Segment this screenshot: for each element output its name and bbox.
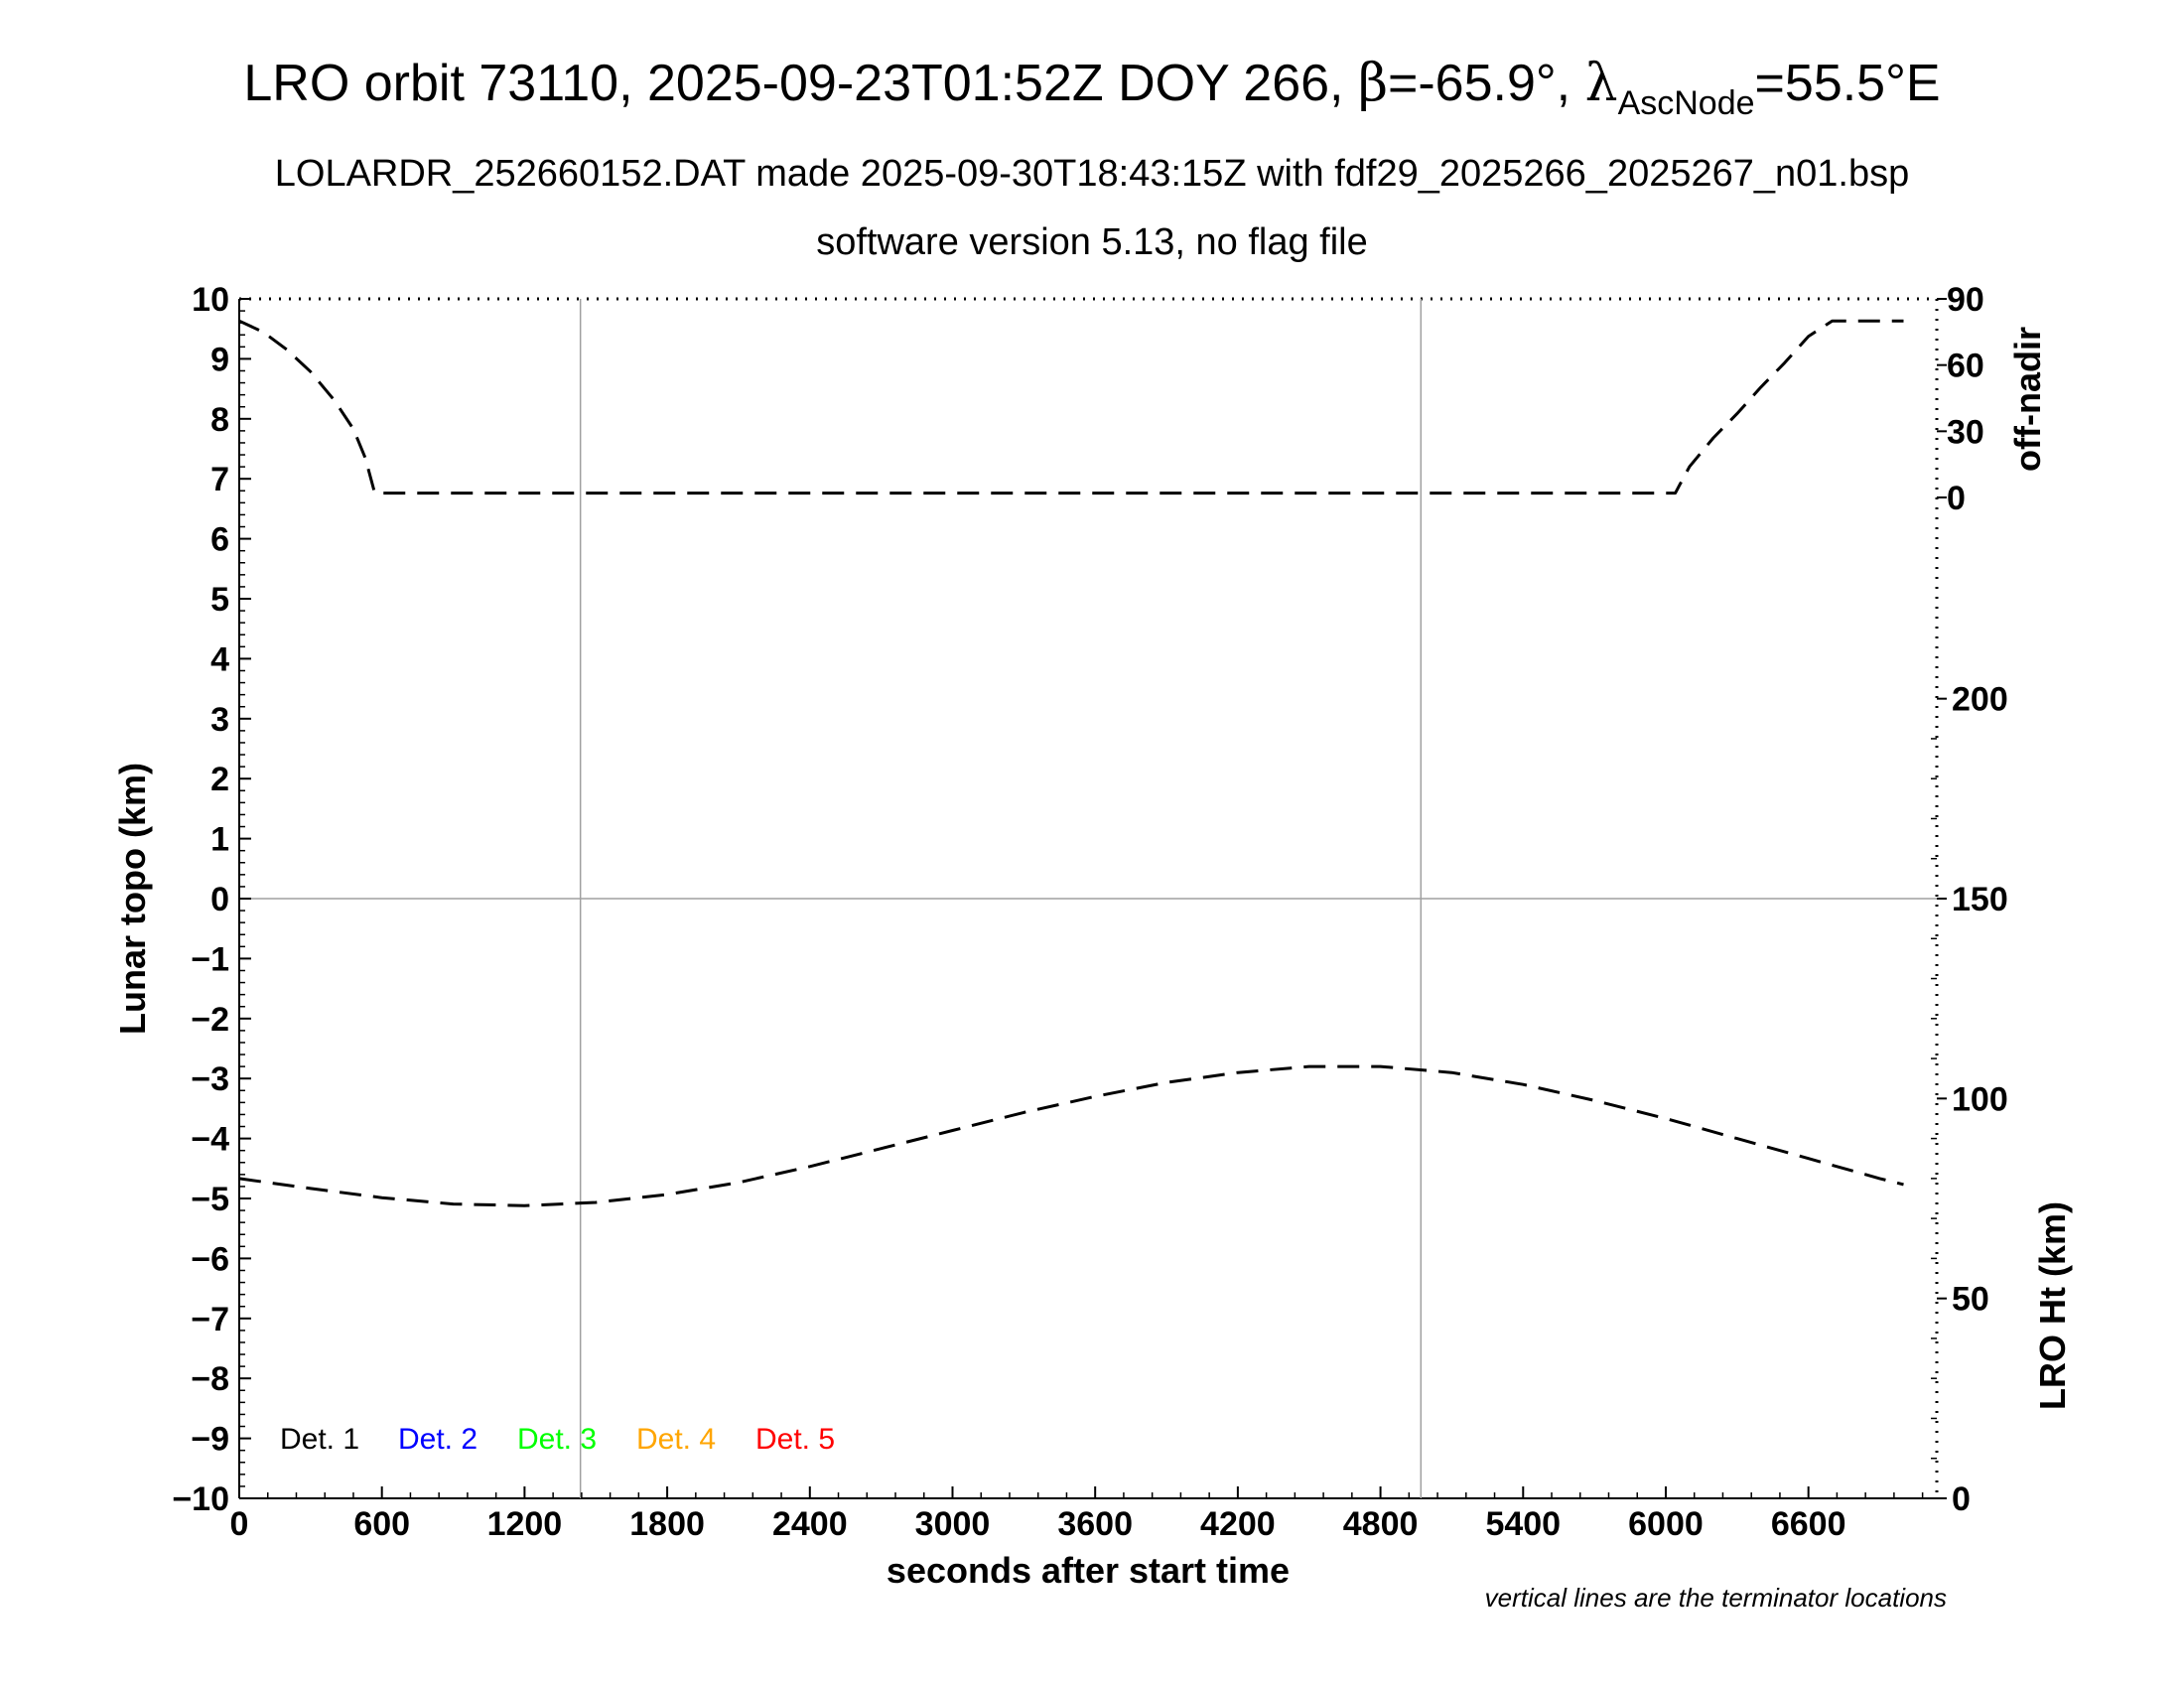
x-tick-label: 3000 [915,1505,991,1543]
lro-height-series-line [238,1064,1904,1207]
x-tick-label: 2400 [772,1505,848,1543]
gridlines [239,299,1937,1498]
y-left-tick-label: −3 [191,1060,229,1098]
y-axis-label-left: Lunar topo (km) [112,763,153,1035]
x-tick-label: 3600 [1057,1505,1133,1543]
y-left-tick-label: 9 [210,341,229,378]
x-tick-label: 600 [353,1505,410,1543]
y-left-tick-label: −9 [191,1421,229,1459]
y-left-tick-label: 3 [210,701,229,739]
legend: Det. 1 Det. 2 Det. 3 Det. 4 Det. 5 [280,1423,835,1456]
x-tick-label: 0 [230,1505,249,1543]
y-height-tick-label: 200 [1952,681,2008,719]
terminator-footnote: vertical lines are the terminator locati… [1485,1583,1947,1613]
chart-subtitle-file: LOLARDR_252660152.DAT made 2025-09-30T18… [275,153,1910,195]
y-left-tick-label: −8 [191,1360,229,1398]
x-tick-label: 4800 [1343,1505,1419,1543]
y-left-tick-label: −1 [191,940,229,978]
y-height-tick-label: 100 [1952,1080,2008,1118]
y-left-tick-label: 10 [192,281,229,319]
legend-det4: Det. 4 [636,1423,716,1456]
right-axis-ticks: 90 60 30 0 200 150 100 50 0 [1931,281,2008,1518]
y-offnadir-tick-label: 90 [1947,281,1984,319]
x-axis-label: seconds after start time [887,1550,1290,1591]
x-tick-label: 1800 [629,1505,705,1543]
y-height-tick-label: 150 [1952,881,2008,918]
legend-det1: Det. 1 [280,1423,359,1456]
y-offnadir-tick-label: 0 [1947,480,1966,517]
y-left-tick-label: −2 [191,1001,229,1039]
chart-subtitle-version: software version 5.13, no flag file [816,221,1368,263]
x-tick-label: 6000 [1628,1505,1704,1543]
y-axis-label-height: LRO Ht (km) [2032,1201,2073,1410]
x-axis-ticks: 0 600 1200 1800 2400 3000 3600 4200 4800 5400 6000… [230,1486,1924,1543]
x-tick-label: 6600 [1771,1505,1846,1543]
y-left-tick-label: 2 [210,761,229,798]
y-axis-label-offnadir: off-nadir [2007,327,2048,472]
y-offnadir-tick-label: 30 [1947,413,1984,451]
x-tick-label: 1200 [487,1505,563,1543]
y-left-tick-label: 5 [210,581,229,619]
y-left-tick-label: 6 [210,521,229,559]
y-offnadir-tick-label: 60 [1947,348,1984,385]
y-left-tick-label: −5 [191,1181,229,1218]
y-height-tick-label: 0 [1952,1480,1971,1518]
y-left-tick-label: 8 [210,401,229,439]
y-left-tick-label: 0 [210,881,229,918]
y-left-tick-label: 1 [210,821,229,859]
y-left-tick-label: −7 [191,1301,229,1338]
offnadir-series-line [238,319,1904,495]
x-tick-label: 5400 [1485,1505,1561,1543]
y-left-tick-label: −4 [191,1121,229,1159]
chart-title: LRO orbit 73110, 2025-09-23T01:52Z DOY 2… [243,54,1940,122]
legend-det2: Det. 2 [398,1423,478,1456]
y-height-tick-label: 50 [1952,1281,1989,1319]
legend-det3: Det. 3 [517,1423,597,1456]
x-tick-label: 4200 [1200,1505,1276,1543]
series-group [238,319,1904,1207]
legend-det5: Det. 5 [755,1423,835,1456]
y-left-tick-label: −10 [172,1480,229,1518]
y-left-tick-label: 7 [210,461,229,498]
y-left-tick-label: −6 [191,1240,229,1278]
y-left-tick-label: 4 [210,640,229,678]
